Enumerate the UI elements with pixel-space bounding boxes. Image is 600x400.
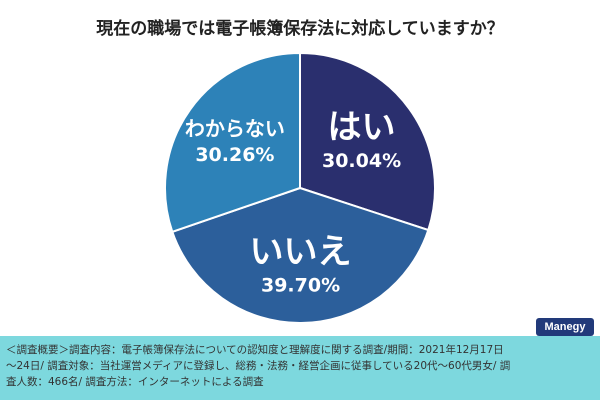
brand-logo: Manegy — [536, 318, 594, 336]
slice-label-wakaranai: わからない — [185, 117, 285, 141]
pie-slice-iie — [171, 186, 430, 324]
slice-label-hai: はい — [328, 107, 396, 147]
survey-line-1: ＜調査概要＞調査内容：電子帳簿保存法についての認知度と理解度に関する調査/期間：… — [6, 344, 504, 356]
chart-title: 現在の職場では電子帳簿保存法に対応していますか？ — [96, 19, 504, 39]
pie-slice-wakaranai — [164, 51, 301, 234]
slice-label-iie: いいえ — [250, 232, 352, 272]
survey-footer: ＜調査概要＞調査内容：電子帳簿保存法についての認知度と理解度に関する調査/期間：… — [0, 336, 600, 400]
slice-value-wakaranai: 30.26% — [195, 144, 274, 166]
survey-line-3: 査人数：466名/ 調査方法：インターネットによる調査 — [6, 376, 264, 388]
slice-value-hai: 30.04% — [322, 150, 401, 172]
survey-overview: ＜調査概要＞調査内容：電子帳簿保存法についての認知度と理解度に関する調査/期間：… — [6, 342, 592, 390]
slice-value-iie: 39.70% — [261, 275, 340, 297]
pie-slice-hai — [299, 51, 436, 232]
survey-line-2: 〜24日/ 調査対象：当社運営メディアに登録し、総務・法務・経営企画に従事してい… — [6, 360, 511, 372]
